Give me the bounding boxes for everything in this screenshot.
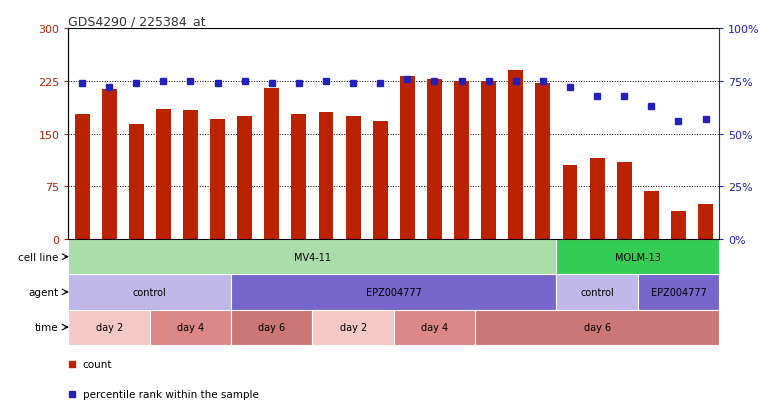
Bar — [156, 109, 170, 240]
Bar — [698, 204, 713, 240]
Text: day 6: day 6 — [258, 322, 285, 332]
Bar — [394, 310, 475, 345]
Bar — [319, 113, 333, 240]
Bar — [150, 310, 231, 345]
Bar — [644, 192, 659, 240]
Bar — [590, 159, 604, 240]
Bar — [671, 211, 686, 240]
Text: MOLM-13: MOLM-13 — [615, 252, 661, 262]
Bar — [454, 82, 469, 240]
Text: day 4: day 4 — [421, 322, 448, 332]
Bar — [313, 310, 394, 345]
Text: day 2: day 2 — [339, 322, 367, 332]
Bar — [75, 114, 90, 240]
Bar — [617, 162, 632, 240]
Bar — [264, 89, 279, 240]
Bar — [427, 79, 442, 240]
Bar — [68, 310, 150, 345]
Bar — [231, 275, 556, 310]
Text: count: count — [83, 359, 113, 369]
Bar — [68, 275, 231, 310]
Bar — [481, 82, 496, 240]
Bar — [237, 116, 252, 240]
Text: percentile rank within the sample: percentile rank within the sample — [83, 389, 259, 399]
Bar — [562, 166, 578, 240]
Bar — [183, 111, 198, 240]
Bar — [345, 116, 361, 240]
Text: cell line: cell line — [18, 252, 59, 262]
Bar — [68, 240, 556, 275]
Bar — [556, 240, 719, 275]
Text: time: time — [35, 322, 59, 332]
Text: MV4-11: MV4-11 — [294, 252, 331, 262]
Text: control: control — [581, 287, 614, 297]
Bar — [400, 77, 415, 240]
Bar — [475, 310, 719, 345]
Bar — [210, 120, 225, 240]
Bar — [231, 310, 313, 345]
Bar — [373, 121, 387, 240]
Bar — [508, 71, 524, 240]
Bar — [536, 84, 550, 240]
Bar — [556, 275, 638, 310]
Bar — [129, 125, 144, 240]
Text: day 6: day 6 — [584, 322, 611, 332]
Text: GDS4290 / 225384_at: GDS4290 / 225384_at — [68, 15, 206, 28]
Text: agent: agent — [29, 287, 59, 297]
Bar — [291, 114, 307, 240]
Bar — [102, 90, 116, 240]
Text: control: control — [133, 287, 167, 297]
Text: EPZ004777: EPZ004777 — [651, 287, 706, 297]
Bar — [638, 275, 719, 310]
Text: EPZ004777: EPZ004777 — [366, 287, 422, 297]
Text: day 4: day 4 — [177, 322, 204, 332]
Text: day 2: day 2 — [96, 322, 123, 332]
